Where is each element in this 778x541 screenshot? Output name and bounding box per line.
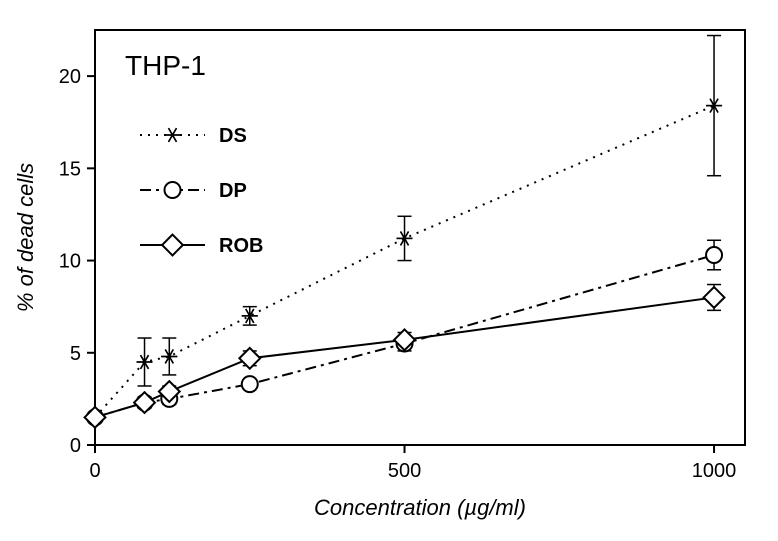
legend-label-ROB: ROB — [219, 235, 263, 257]
y-tick-label: 15 — [59, 158, 81, 180]
legend-label-DP: DP — [219, 180, 247, 202]
x-axis-label: Concentration (µg/ml) — [314, 495, 526, 520]
legend-marker-DP — [165, 182, 181, 198]
y-tick-label: 10 — [59, 251, 81, 273]
chart-title: THP-1 — [125, 50, 206, 81]
marker-DP — [706, 247, 722, 263]
marker-ROB — [85, 407, 106, 428]
x-tick-label: 500 — [388, 460, 421, 482]
y-tick-label: 20 — [59, 66, 81, 88]
marker-ROB — [239, 348, 260, 369]
y-tick-label: 0 — [70, 435, 81, 457]
y-axis-label: % of dead cells — [13, 163, 38, 312]
marker-ROB — [704, 287, 725, 308]
x-tick-label: 0 — [89, 460, 100, 482]
series-line-ROB — [95, 297, 714, 417]
marker-ROB — [134, 392, 155, 413]
chart-container: 0 500 1000 0 5 10 15 20 Concentration (µg/ml) % o… — [0, 0, 778, 541]
legend-marker-DS — [165, 128, 181, 142]
series-line-DS — [95, 106, 714, 418]
x-tick-label: 1000 — [692, 460, 737, 482]
legend-marker-ROB — [162, 235, 183, 256]
legend-label-DS: DS — [219, 125, 247, 147]
chart-svg: 0 500 1000 0 5 10 15 20 Concentration (µg/ml) % o… — [0, 0, 778, 541]
y-tick-label: 5 — [70, 343, 81, 365]
marker-DP — [242, 376, 258, 392]
